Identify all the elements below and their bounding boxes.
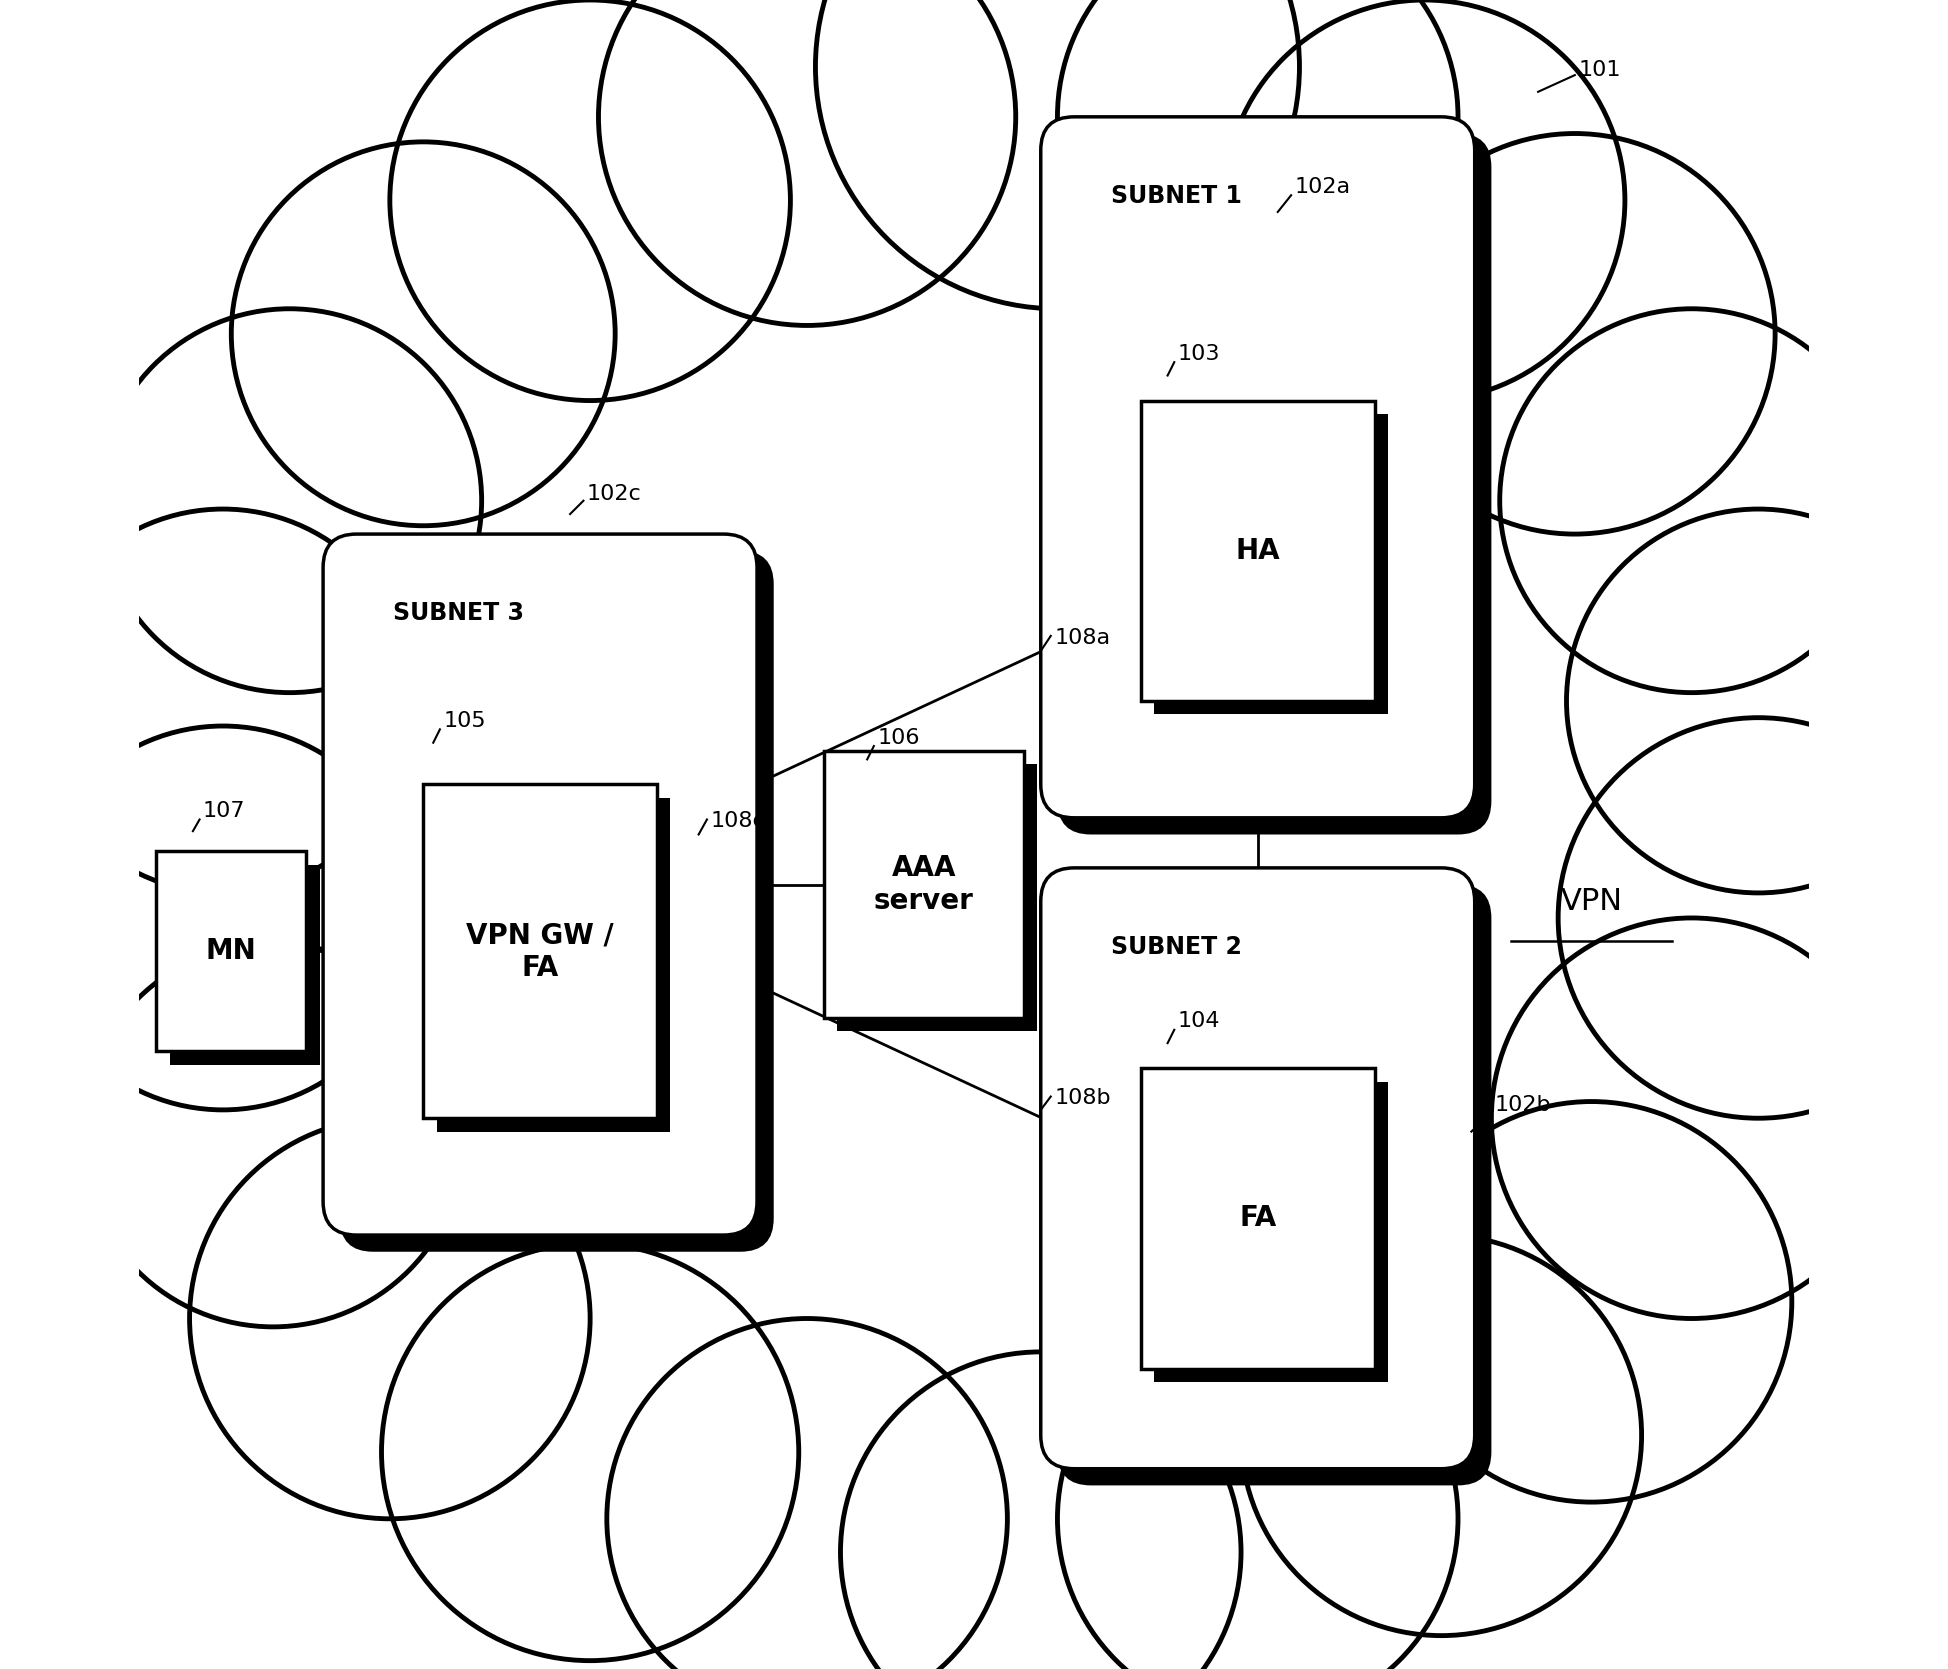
FancyBboxPatch shape [1058, 885, 1492, 1485]
FancyBboxPatch shape [436, 798, 670, 1132]
Text: HA: HA [1235, 537, 1280, 564]
FancyBboxPatch shape [1142, 1068, 1375, 1369]
FancyBboxPatch shape [423, 784, 656, 1118]
FancyBboxPatch shape [1142, 401, 1375, 701]
Text: 104: 104 [1179, 1011, 1219, 1031]
FancyBboxPatch shape [1040, 117, 1475, 818]
Text: 102a: 102a [1295, 177, 1350, 197]
FancyBboxPatch shape [1058, 134, 1492, 834]
Text: SUBNET 3: SUBNET 3 [393, 601, 524, 624]
Text: 108b: 108b [1054, 1088, 1110, 1108]
Text: 101: 101 [1578, 60, 1621, 80]
Text: 106: 106 [877, 728, 919, 748]
Text: 102b: 102b [1494, 1095, 1551, 1115]
Text: SUBNET 2: SUBNET 2 [1110, 935, 1241, 958]
Text: VPN GW /
FA: VPN GW / FA [466, 921, 614, 981]
Text: FA: FA [1239, 1205, 1276, 1232]
FancyBboxPatch shape [838, 764, 1038, 1031]
Text: AAA
server: AAA server [875, 855, 974, 915]
Text: 103: 103 [1179, 344, 1219, 364]
Text: 105: 105 [444, 711, 485, 731]
FancyBboxPatch shape [1040, 868, 1475, 1469]
Text: MN: MN [206, 938, 257, 965]
Text: 107: 107 [203, 801, 245, 821]
Text: 108c: 108c [711, 811, 766, 831]
FancyBboxPatch shape [323, 534, 758, 1235]
Text: SUBNET 1: SUBNET 1 [1110, 184, 1241, 207]
FancyBboxPatch shape [824, 751, 1025, 1018]
FancyBboxPatch shape [339, 551, 773, 1252]
Text: 102c: 102c [586, 484, 641, 504]
Text: VPN: VPN [1560, 886, 1623, 916]
FancyBboxPatch shape [156, 851, 306, 1051]
FancyBboxPatch shape [169, 865, 319, 1065]
FancyBboxPatch shape [1155, 414, 1387, 714]
FancyBboxPatch shape [1155, 1082, 1387, 1382]
Text: 108a: 108a [1054, 628, 1110, 648]
